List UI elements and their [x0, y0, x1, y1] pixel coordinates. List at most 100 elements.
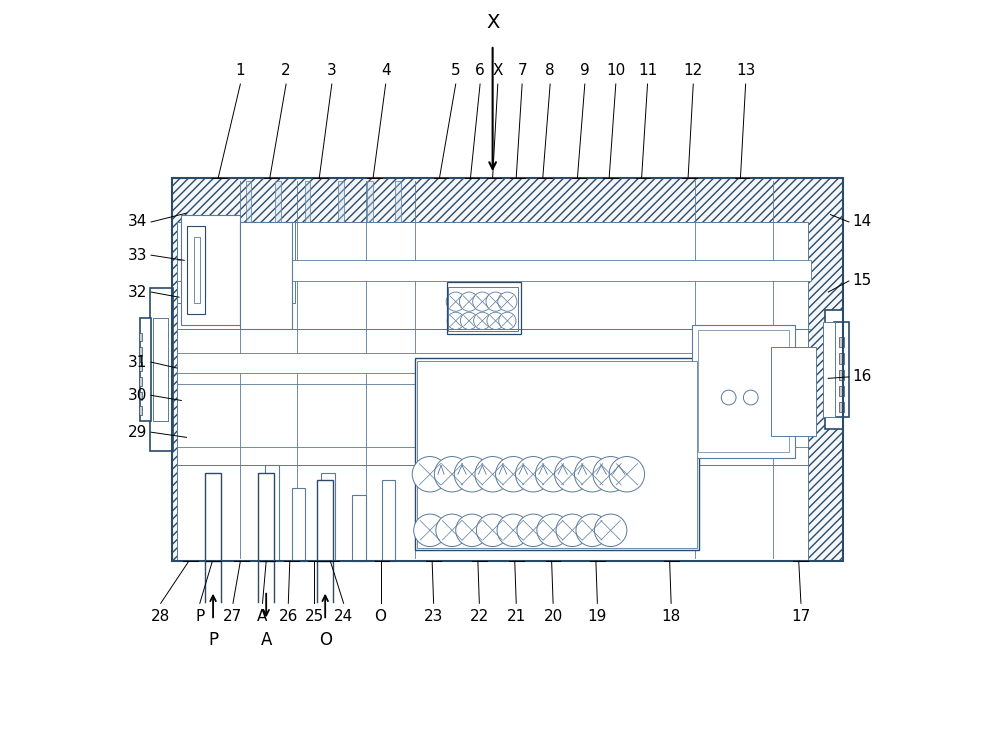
Circle shape — [447, 312, 464, 330]
Text: 12: 12 — [684, 63, 703, 78]
Circle shape — [721, 390, 736, 405]
Circle shape — [476, 514, 509, 547]
Bar — [275, 181, 281, 558]
Bar — [834, 321, 849, 418]
Bar — [139, 347, 142, 356]
Bar — [189, 229, 211, 296]
Bar — [177, 466, 808, 562]
Circle shape — [434, 457, 470, 492]
Bar — [139, 333, 142, 341]
Bar — [292, 488, 305, 562]
Bar — [177, 353, 811, 373]
Bar — [839, 337, 844, 347]
Text: 18: 18 — [662, 609, 681, 624]
Circle shape — [412, 457, 448, 492]
Bar — [395, 181, 401, 558]
Circle shape — [576, 514, 608, 547]
Text: P: P — [208, 631, 218, 650]
Bar — [150, 288, 173, 451]
Circle shape — [497, 514, 530, 547]
Text: 19: 19 — [588, 609, 607, 624]
Text: 2: 2 — [281, 63, 291, 78]
Bar — [839, 386, 844, 396]
Bar — [187, 225, 205, 314]
Bar — [317, 480, 333, 562]
Text: A: A — [257, 609, 268, 624]
Bar — [240, 222, 292, 329]
Text: P: P — [195, 609, 204, 624]
Bar — [415, 358, 699, 551]
Bar — [367, 181, 373, 558]
Text: 31: 31 — [128, 355, 147, 370]
Bar — [447, 282, 521, 334]
Text: 26: 26 — [279, 609, 298, 624]
Bar — [194, 236, 200, 303]
Text: 29: 29 — [128, 425, 147, 440]
Text: X: X — [486, 13, 499, 32]
Text: 23: 23 — [424, 609, 443, 624]
Circle shape — [474, 312, 491, 330]
Text: 7: 7 — [517, 63, 527, 78]
Bar — [153, 318, 168, 421]
Circle shape — [555, 457, 590, 492]
Text: 14: 14 — [853, 214, 872, 230]
Bar — [172, 177, 843, 562]
Circle shape — [473, 292, 492, 311]
Circle shape — [454, 457, 490, 492]
Circle shape — [535, 457, 571, 492]
Text: 3: 3 — [327, 63, 337, 78]
Text: 21: 21 — [507, 609, 526, 624]
Text: 10: 10 — [606, 63, 625, 78]
Bar — [839, 402, 844, 412]
Text: 24: 24 — [334, 609, 353, 624]
Bar — [839, 370, 844, 380]
Circle shape — [499, 312, 516, 330]
Text: 6: 6 — [475, 63, 485, 78]
Text: 30: 30 — [128, 388, 147, 403]
Bar — [321, 473, 335, 562]
Circle shape — [446, 292, 465, 311]
Bar — [825, 310, 843, 429]
Bar — [839, 353, 844, 364]
Circle shape — [414, 514, 446, 547]
Circle shape — [487, 312, 504, 330]
Bar — [198, 227, 205, 297]
Circle shape — [496, 457, 531, 492]
Bar — [139, 392, 142, 401]
Bar — [177, 329, 808, 466]
Bar — [448, 287, 518, 331]
Text: X: X — [493, 63, 503, 78]
Circle shape — [743, 390, 758, 405]
Circle shape — [515, 457, 551, 492]
Bar — [823, 321, 835, 418]
Bar — [771, 347, 816, 436]
Bar — [258, 473, 274, 562]
Text: 9: 9 — [580, 63, 590, 78]
Bar — [181, 214, 240, 325]
Text: 16: 16 — [853, 370, 872, 384]
Bar — [382, 480, 395, 562]
Bar — [177, 260, 811, 281]
Circle shape — [460, 312, 478, 330]
Circle shape — [456, 514, 488, 547]
Text: 17: 17 — [791, 609, 811, 624]
Bar — [139, 406, 142, 415]
Bar — [172, 177, 843, 562]
Text: A: A — [260, 631, 272, 650]
Text: 33: 33 — [128, 248, 147, 262]
Text: 13: 13 — [736, 63, 755, 78]
Circle shape — [594, 514, 627, 547]
Bar — [205, 473, 221, 562]
Circle shape — [609, 457, 645, 492]
Bar — [417, 361, 697, 548]
Bar — [139, 377, 142, 386]
Bar — [305, 181, 310, 558]
Circle shape — [459, 292, 479, 311]
Circle shape — [537, 514, 569, 547]
Bar — [177, 222, 295, 303]
Text: 27: 27 — [223, 609, 243, 624]
Text: 11: 11 — [638, 63, 657, 78]
Circle shape — [486, 292, 505, 311]
Bar — [338, 181, 344, 558]
Text: 15: 15 — [853, 273, 872, 288]
